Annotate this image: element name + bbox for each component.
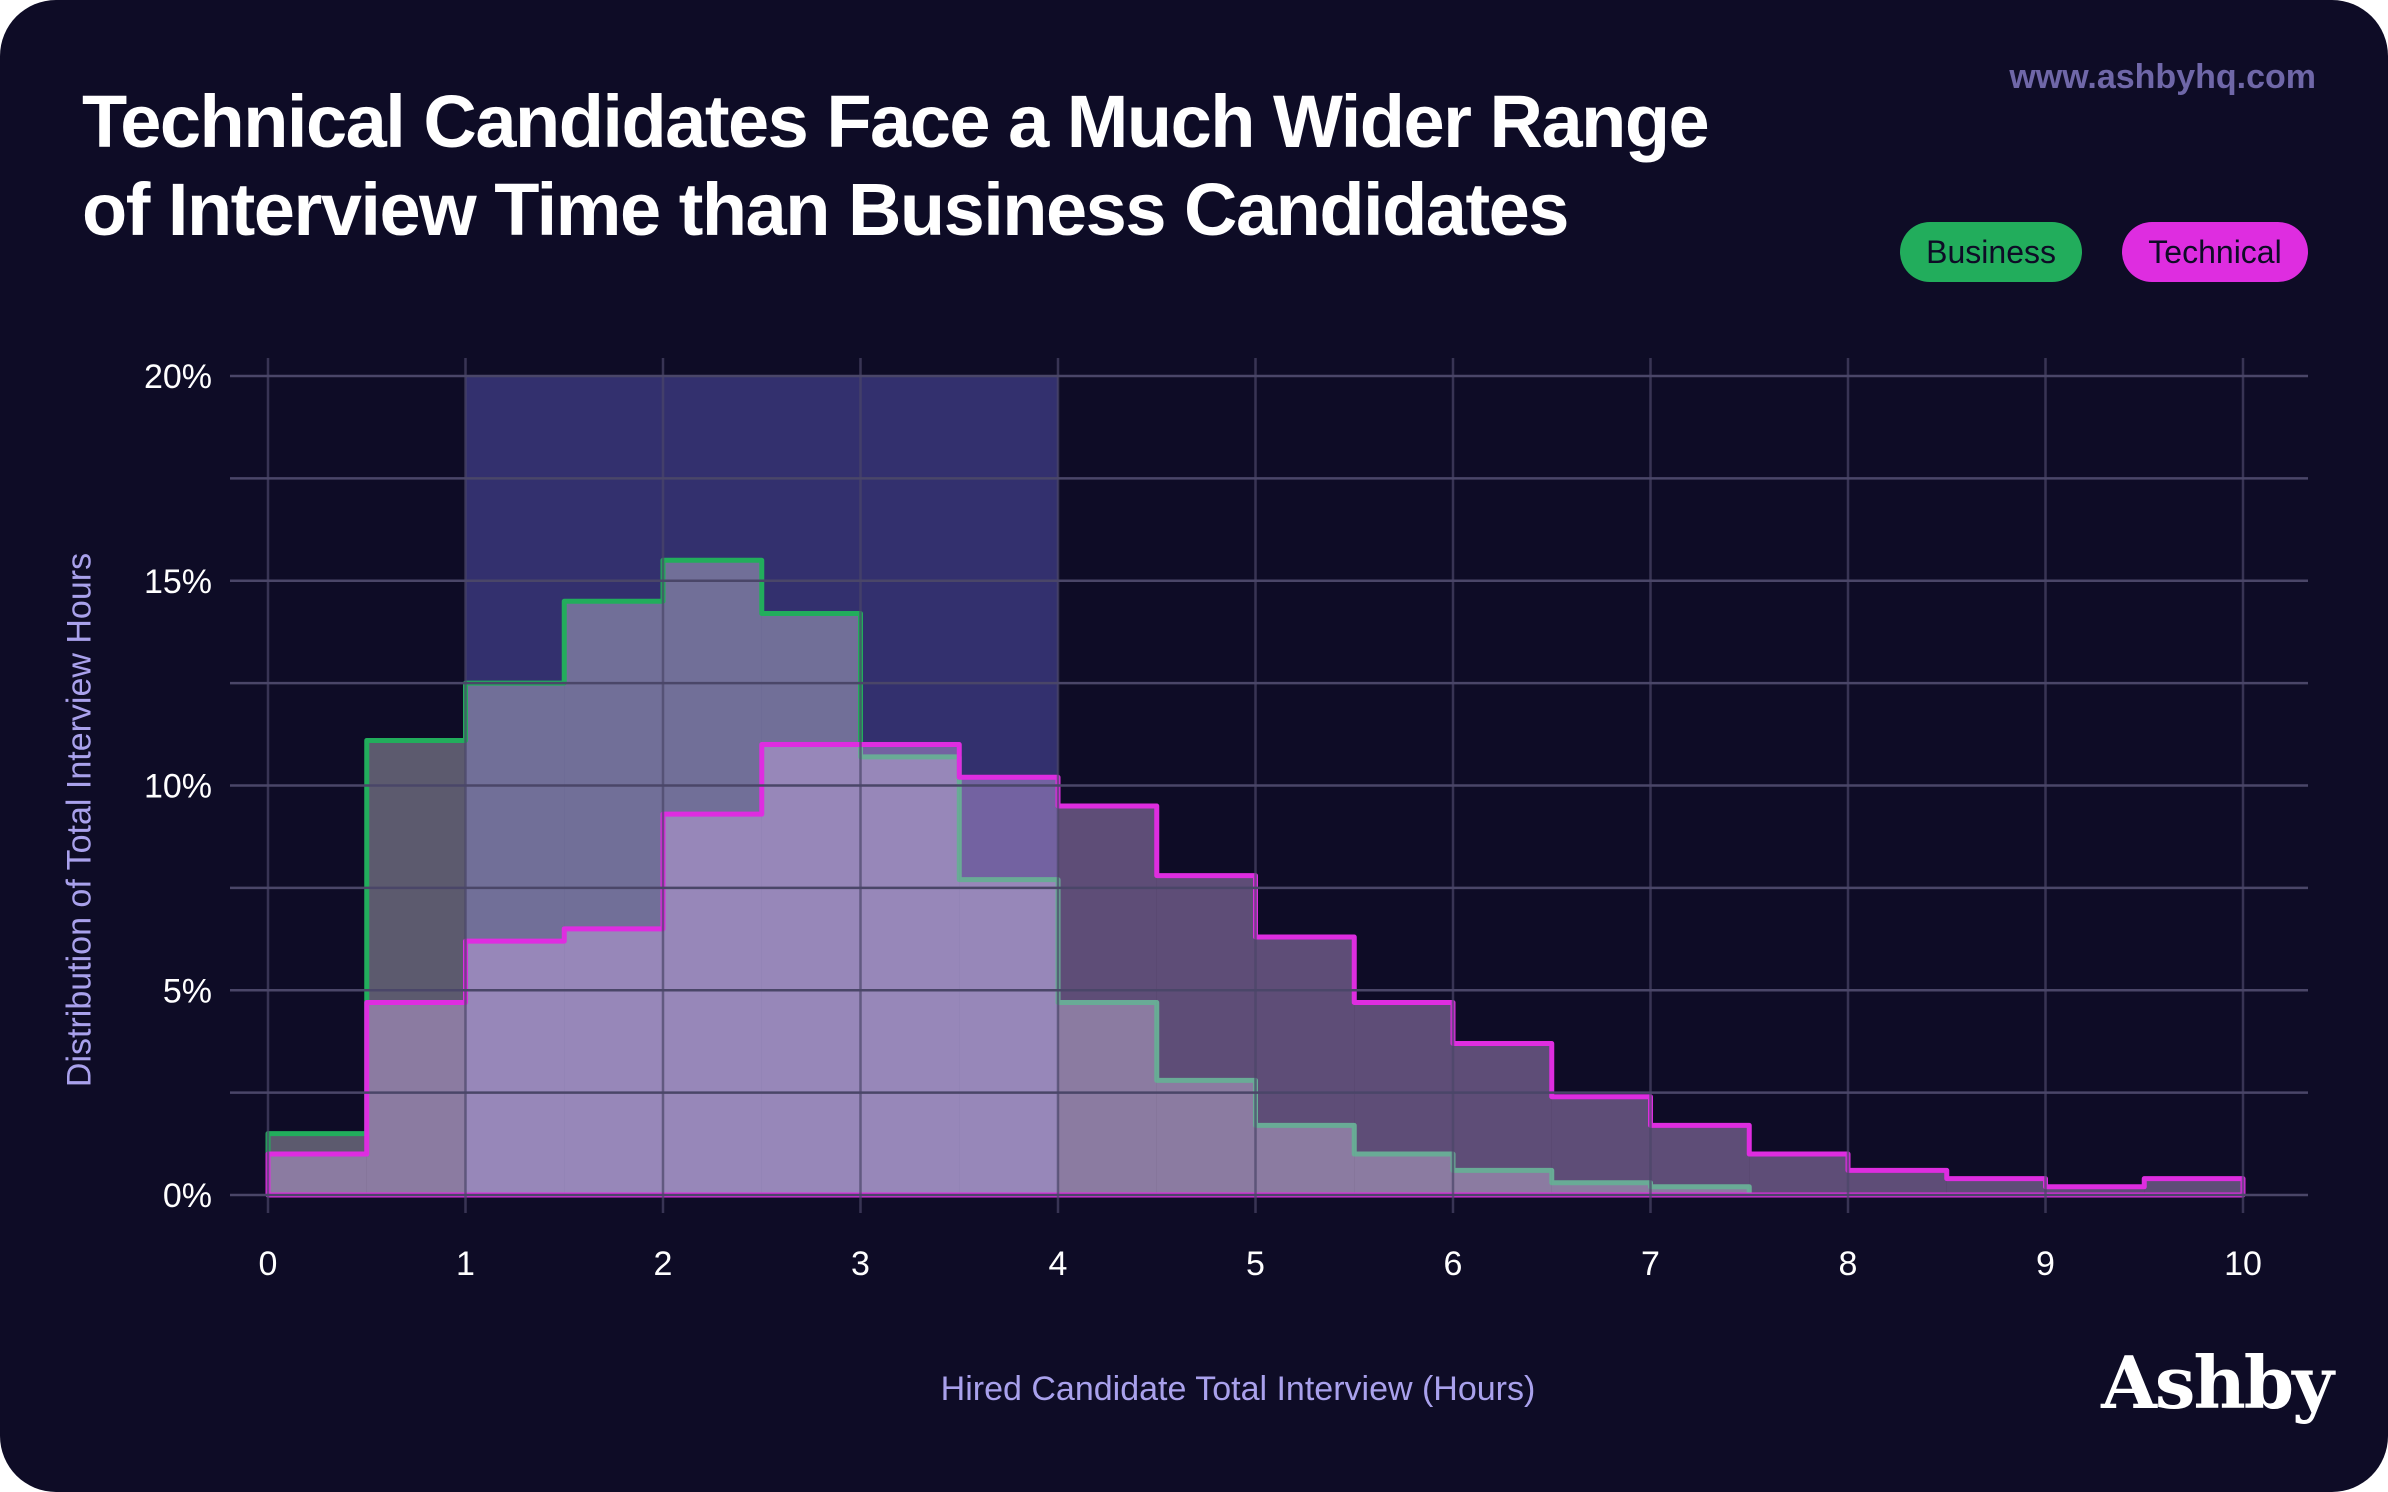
technical-bar bbox=[564, 928, 663, 1195]
technical-bar bbox=[1354, 1002, 1453, 1195]
x-tick-label: 6 bbox=[1444, 1245, 1463, 1283]
technical-bar bbox=[1255, 937, 1355, 1195]
technical-bar bbox=[761, 744, 861, 1195]
technical-bar bbox=[1058, 805, 1157, 1195]
technical-bar bbox=[663, 814, 762, 1195]
x-tick-label: 3 bbox=[851, 1245, 870, 1283]
business-bar bbox=[1354, 1154, 1453, 1195]
technical-bar bbox=[2045, 1186, 2145, 1195]
x-tick-label: 0 bbox=[259, 1245, 278, 1283]
business-bar bbox=[1453, 1170, 1552, 1195]
ashby-logo: Ashby bbox=[2101, 1340, 2334, 1425]
technical-bar bbox=[1156, 875, 1256, 1195]
chart-title: Technical Candidates Face a Much Wider R… bbox=[82, 78, 1782, 254]
y-tick-label: 20% bbox=[144, 358, 212, 396]
technical-bar bbox=[1749, 1154, 1848, 1195]
chart-title-line-2: of Interview Time than Business Candidat… bbox=[82, 168, 1569, 251]
x-tick-label: 5 bbox=[1246, 1245, 1265, 1283]
x-axis-label: Hired Candidate Total Interview (Hours) bbox=[940, 1370, 1536, 1408]
business-bar bbox=[1255, 1125, 1355, 1195]
technical-bar bbox=[860, 744, 960, 1195]
business-bar bbox=[1156, 1080, 1256, 1195]
chart-title-line-1: Technical Candidates Face a Much Wider R… bbox=[82, 80, 1710, 163]
y-tick-label: 15% bbox=[144, 563, 212, 601]
chart-legend: Business Technical bbox=[1900, 222, 2308, 282]
technical-bar bbox=[1946, 1178, 2046, 1195]
y-tick-label: 5% bbox=[163, 972, 212, 1010]
technical-bar bbox=[1650, 1125, 1750, 1195]
business-bar bbox=[663, 560, 762, 1195]
technical-series-line bbox=[265, 742, 2246, 1198]
x-tick-label: 4 bbox=[1049, 1245, 1068, 1283]
y-tick-label: 10% bbox=[144, 768, 212, 806]
x-tick-label: 10 bbox=[2224, 1245, 2262, 1283]
technical-bar bbox=[366, 1002, 466, 1195]
y-axis-label: Distribution of Total Interview Hours bbox=[60, 552, 99, 1088]
legend-technical: Technical bbox=[2122, 222, 2308, 282]
business-bar bbox=[366, 740, 466, 1195]
business-bar bbox=[959, 879, 1058, 1195]
technical-bar bbox=[959, 777, 1058, 1195]
x-tick-label: 1 bbox=[456, 1245, 475, 1283]
technical-bar bbox=[268, 1154, 367, 1195]
business-bar bbox=[564, 601, 663, 1195]
business-bar bbox=[761, 613, 861, 1195]
technical-bar bbox=[2144, 1178, 2243, 1195]
technical-bar bbox=[465, 941, 565, 1195]
technical-bar bbox=[1848, 1170, 1947, 1195]
legend-business: Business bbox=[1900, 222, 2082, 282]
website-url[interactable]: www.ashbyhq.com bbox=[2009, 58, 2316, 96]
business-bar bbox=[1551, 1182, 1651, 1195]
y-tick-label: 0% bbox=[163, 1177, 212, 1215]
x-tick-label: 8 bbox=[1839, 1245, 1858, 1283]
technical-bar bbox=[1453, 1043, 1552, 1195]
business-bar bbox=[268, 1133, 367, 1195]
x-tick-label: 2 bbox=[654, 1245, 673, 1283]
technical-bar bbox=[1551, 1096, 1651, 1195]
x-tick-label: 9 bbox=[2036, 1245, 2055, 1283]
x-tick-label: 7 bbox=[1641, 1245, 1660, 1283]
business-bar bbox=[1058, 1002, 1157, 1195]
business-bar bbox=[1650, 1186, 1750, 1195]
business-bar bbox=[860, 756, 960, 1195]
